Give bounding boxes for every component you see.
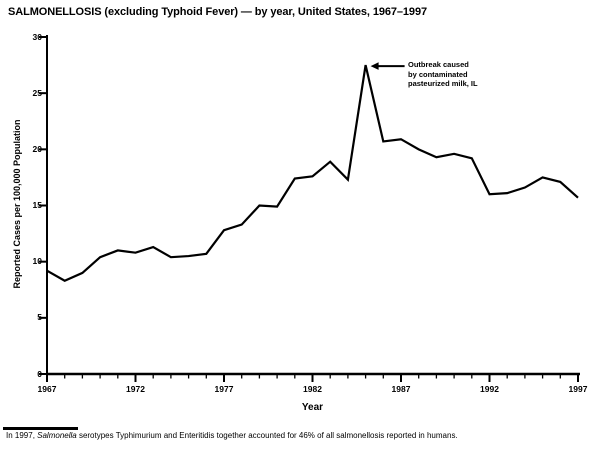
footnote-text-prefix: In 1997, [6,431,38,440]
x-tick-label: 1967 [37,384,57,394]
footnote-salmonella-italic: Salmonella [37,431,77,440]
y-tick-label: 25 [32,87,42,98]
y-tick-label: 15 [32,200,42,210]
y-tick-label: 20 [32,143,42,154]
outbreak-annotation: Outbreak caused by contaminated pasteurize… [408,60,478,89]
y-tick-label: 0 [37,368,42,379]
y-tick-label: 5 [37,312,42,323]
footnote-rule [3,427,78,430]
y-tick-label: 30 [32,31,42,42]
x-axis-label: Year [301,402,324,413]
y-tick-label: 10 [32,256,42,267]
x-tick-label: 1982 [303,384,322,394]
x-tick-label: 1972 [126,384,145,394]
chart-title: SALMONELLOSIS (excluding Typhoid Fever) … [8,6,427,18]
x-tick-label: 1977 [214,384,234,394]
x-tick-label: 1992 [480,384,499,394]
outbreak-annotation-line: Outbreak caused [408,60,469,69]
salmonellosis-rate-line [46,64,579,282]
x-tick-label: 1997 [568,384,588,394]
annotation-arrowhead [370,62,379,70]
outbreak-annotation-line: by contaminated [408,69,468,79]
x-tick-label: 1987 [391,384,411,394]
footnote-text-rest: serotypes Typhimurium and Enteritidis to… [76,431,458,440]
outbreak-annotation-line: pasteurized milk, IL [408,79,478,88]
footnote: In 1997, Salmonella serotypes Typhimuriu… [6,431,458,440]
line-chart [39,35,580,382]
